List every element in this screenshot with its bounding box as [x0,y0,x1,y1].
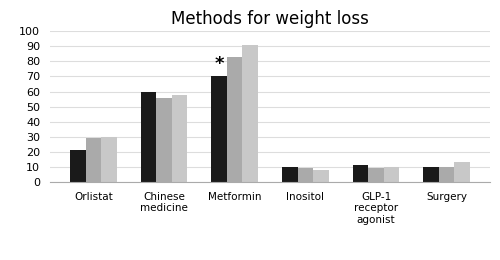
Bar [454,162,470,182]
Bar [384,167,400,182]
Bar [172,95,188,182]
Bar [352,165,368,182]
Bar [298,168,313,182]
Bar [212,76,227,182]
Bar [140,92,156,182]
Bar [156,98,172,182]
Bar [86,138,101,182]
Text: *: * [214,55,224,73]
Title: Methods for weight loss: Methods for weight loss [171,10,369,28]
Bar [242,45,258,182]
Bar [368,168,384,182]
Bar [439,167,454,182]
Bar [282,167,298,182]
Bar [227,57,242,182]
Bar [424,167,439,182]
Bar [101,137,116,182]
Bar [70,150,86,182]
Bar [313,170,328,182]
